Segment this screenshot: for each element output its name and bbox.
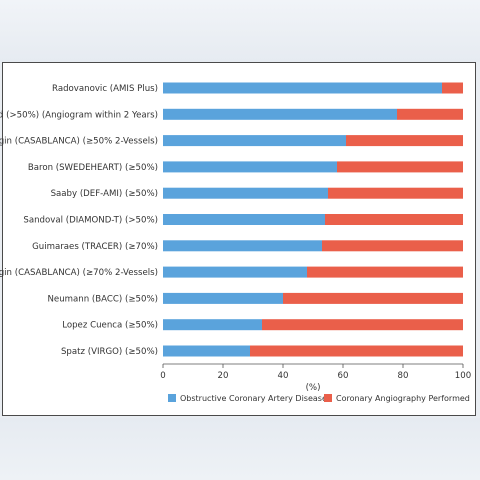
bar-obstructive-cad-0	[163, 82, 442, 94]
category-label-0: Radovanovic (AMIS Plus)	[52, 84, 158, 94]
bar-angiography-performed-0	[442, 82, 463, 94]
bar-obstructive-cad-7	[163, 266, 307, 278]
category-label-1: Javed (>50%) (Angiogram within 2 Years)	[0, 110, 158, 120]
category-label-6: Guimaraes (TRACER) (≥70%)	[32, 242, 158, 252]
bar-angiography-performed-8	[283, 292, 463, 304]
bars-group	[163, 82, 463, 357]
bar-obstructive-cad-8	[163, 292, 283, 304]
bar-angiography-performed-3	[337, 161, 463, 173]
legend-label-angiography-performed: Coronary Angiography Performed	[336, 394, 470, 403]
x-tick-label-0: 0	[160, 371, 165, 381]
x-tick-label-1: 20	[218, 371, 229, 381]
bar-angiography-performed-1	[397, 108, 463, 120]
background-bottom	[0, 418, 480, 480]
category-label-7: Gaggin (CASABLANCA) (≥70% 2-Vessels)	[0, 268, 158, 278]
bar-obstructive-cad-10	[163, 345, 250, 357]
bar-obstructive-cad-2	[163, 135, 346, 147]
x-tick-label-2: 40	[278, 371, 289, 381]
bar-angiography-performed-4	[328, 187, 463, 199]
category-label-10: Spatz (VIRGO) (≥50%)	[61, 347, 158, 357]
x-tick-label-5: 100	[455, 371, 471, 381]
bar-angiography-performed-7	[307, 266, 463, 278]
bar-obstructive-cad-6	[163, 240, 322, 252]
bar-obstructive-cad-1	[163, 108, 397, 120]
category-label-4: Saaby (DEF-AMI) (≥50%)	[51, 189, 158, 199]
bar-angiography-performed-6	[322, 240, 463, 252]
legend-swatch-obstructive-cad	[168, 394, 176, 402]
x-axis-title: (%)	[306, 383, 321, 393]
category-label-5: Sandoval (DIAMOND-T) (>50%)	[23, 216, 158, 226]
x-tick-label-3: 60	[338, 371, 349, 381]
category-label-2: Gaggin (CASABLANCA) (≥50% 2-Vessels)	[0, 137, 158, 147]
bar-angiography-performed-5	[325, 214, 463, 225]
bar-obstructive-cad-3	[163, 161, 337, 173]
x-tick-label-4: 80	[398, 371, 409, 381]
chart-card	[2, 62, 476, 416]
category-label-8: Neumann (BACC) (≥50%)	[48, 294, 159, 304]
category-label-3: Baron (SWEDEHEART) (≥50%)	[28, 163, 158, 173]
category-label-9: Lopez Cuenca (≥50%)	[62, 321, 158, 331]
category-labels: Radovanovic (AMIS Plus) Javed (>50%) (Ang…	[0, 84, 158, 357]
legend: Obstructive Coronary Artery Disease Coro…	[168, 394, 470, 403]
x-axis: 0 20 40 60 80 100	[160, 363, 471, 381]
bar-angiography-performed-2	[346, 135, 463, 147]
bar-obstructive-cad-4	[163, 187, 328, 199]
legend-label-obstructive-cad: Obstructive Coronary Artery Disease	[180, 394, 327, 403]
background-top	[0, 0, 480, 62]
bar-obstructive-cad-9	[163, 319, 262, 331]
bar-obstructive-cad-5	[163, 214, 325, 225]
bar-angiography-performed-9	[262, 319, 463, 331]
bar-angiography-performed-10	[250, 345, 463, 357]
legend-swatch-angiography-performed	[324, 394, 332, 402]
